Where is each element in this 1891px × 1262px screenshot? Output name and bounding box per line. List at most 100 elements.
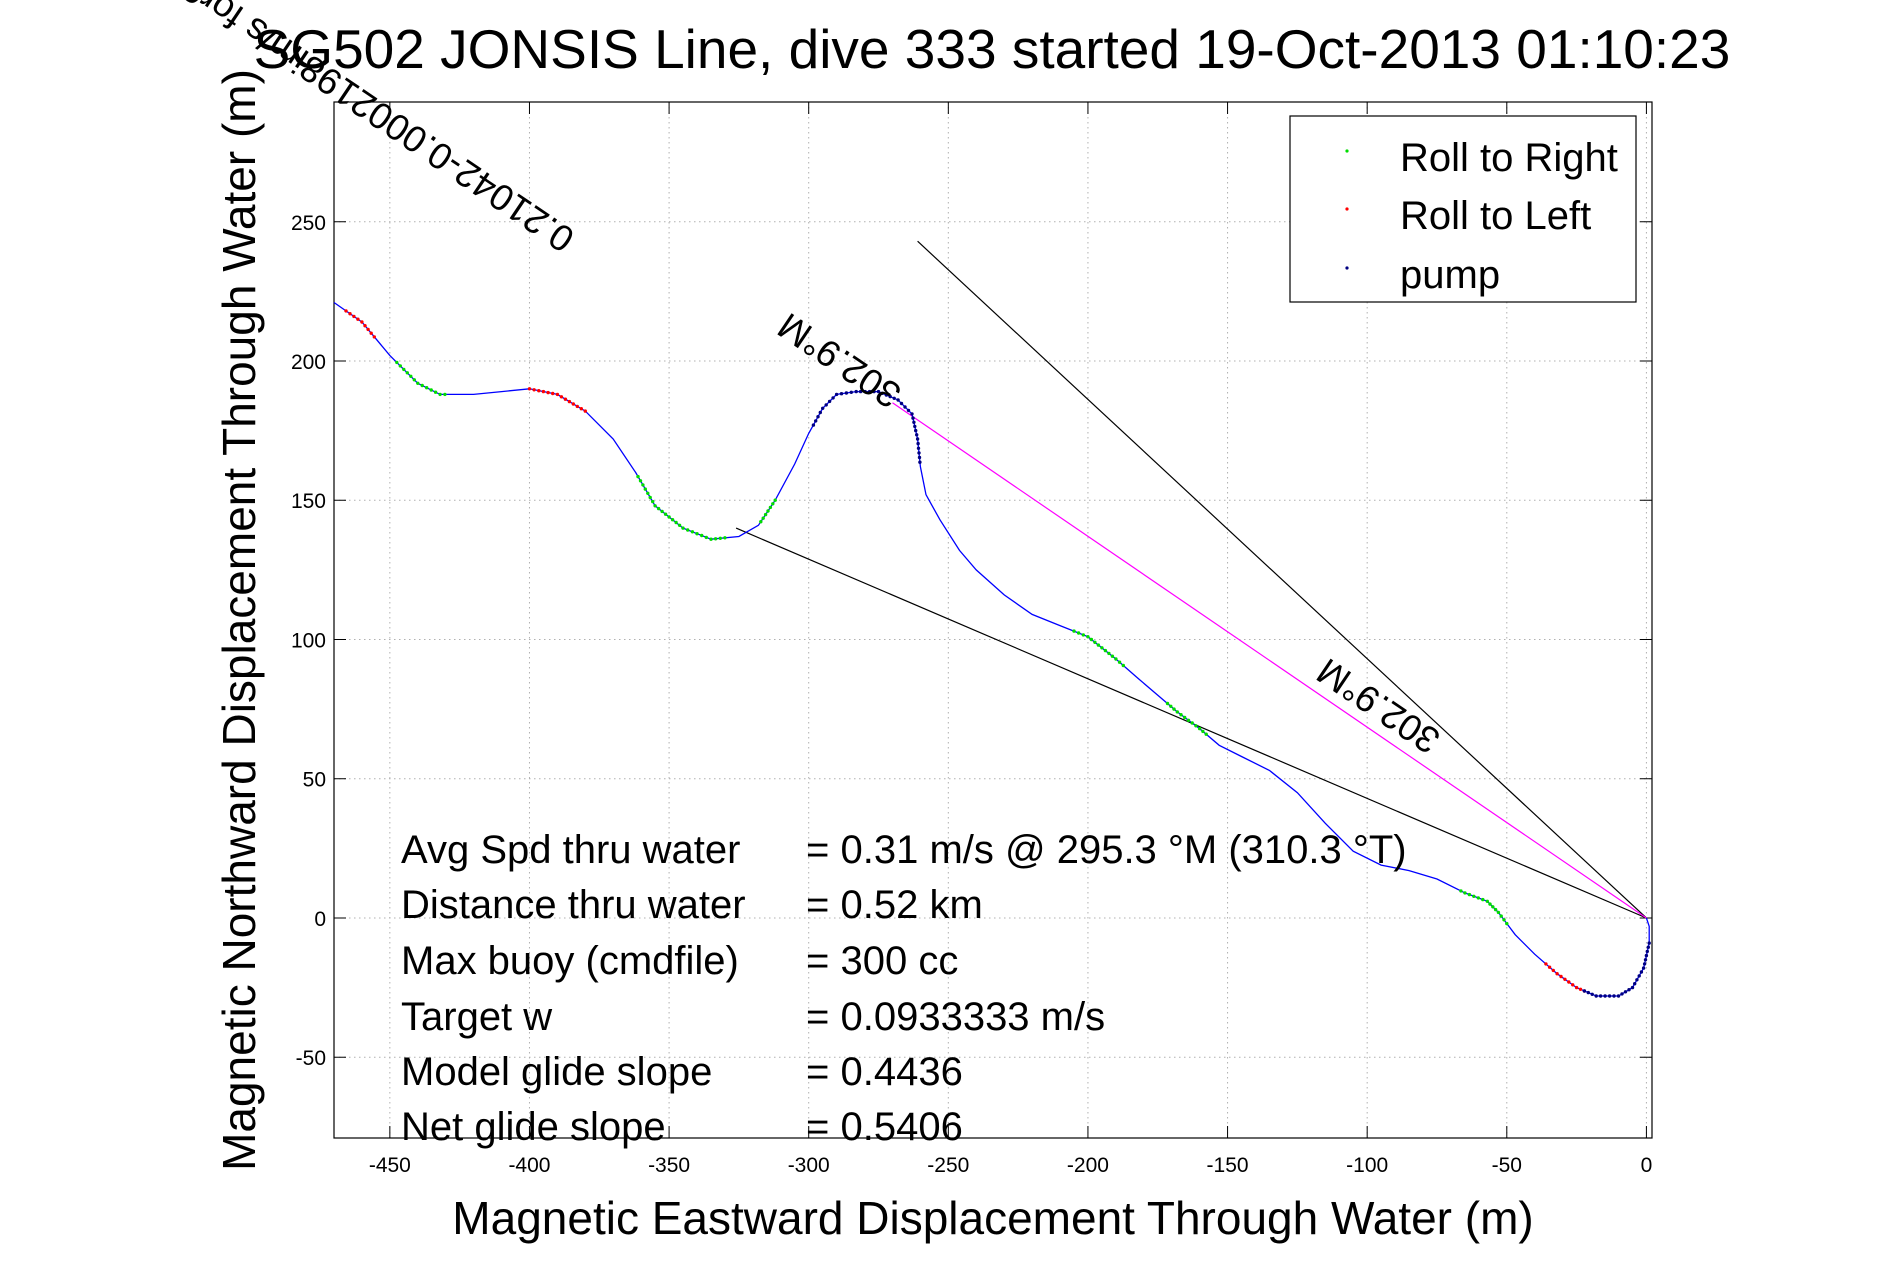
y-tick-label: -50 [296, 1047, 326, 1070]
roll-left-marker [344, 309, 348, 313]
roll-left-marker [1578, 987, 1583, 991]
roll-right-marker [416, 381, 420, 385]
roll-left-marker [546, 390, 550, 395]
roll-right-marker [1493, 907, 1498, 912]
roll-right-marker [1107, 651, 1111, 656]
roll-right-marker [763, 512, 768, 517]
chart-title: SG502 JONSIS Line, dive 333 started 19-O… [254, 18, 1731, 80]
roll-left-marker [1559, 974, 1563, 979]
roll-left-marker [356, 317, 360, 321]
roll-left-marker [372, 335, 376, 339]
roll-left-marker [579, 407, 583, 411]
roll-right-marker [713, 537, 718, 541]
pump-marker [1642, 962, 1647, 966]
x-tick-label: -200 [1067, 1154, 1109, 1177]
roll-right-marker [1081, 633, 1086, 637]
roll-right-marker [773, 498, 777, 502]
reference-line [892, 402, 1647, 919]
roll-right-marker [1110, 654, 1115, 658]
pump-marker [916, 441, 920, 446]
roll-left-marker [559, 395, 564, 399]
pump-marker [914, 428, 918, 433]
pump-marker [814, 419, 818, 423]
roll-right-marker [429, 388, 433, 392]
pump-marker [916, 446, 921, 450]
roll-right-marker [648, 495, 652, 500]
pump-marker [910, 412, 914, 416]
roll-left-marker [1551, 968, 1556, 973]
pump-marker [1627, 988, 1631, 992]
roll-right-marker [641, 483, 645, 487]
x-tick-label: -300 [788, 1154, 830, 1177]
pump-marker [1637, 974, 1641, 978]
stat-label-target-w: Target w [401, 995, 552, 1039]
roll-right-marker [643, 487, 647, 491]
roll-right-marker [1186, 718, 1191, 722]
pump-marker [1590, 992, 1594, 996]
roll-right-marker [660, 509, 664, 514]
roll-right-marker [667, 515, 671, 519]
pump-marker [824, 403, 828, 407]
x-tick-label: -250 [927, 1154, 969, 1177]
pump-marker [818, 410, 822, 415]
roll-right-marker [686, 528, 690, 532]
roll-right-marker [1096, 643, 1101, 647]
pump-marker [884, 393, 888, 397]
pump-marker [876, 389, 881, 394]
roll-right-marker [1502, 918, 1506, 922]
roll-left-marker [532, 388, 536, 392]
roll-right-marker [398, 364, 402, 368]
roll-right-marker [695, 532, 699, 536]
pump-marker [1612, 994, 1616, 998]
pump-marker [863, 389, 867, 394]
roll-right-marker [1476, 896, 1481, 900]
roll-right-marker [759, 520, 763, 524]
y-tick-label: 100 [291, 629, 326, 652]
roll-right-marker [412, 378, 416, 382]
roll-right-marker [420, 383, 424, 388]
roll-left-marker [1571, 983, 1575, 987]
roll-right-marker [768, 505, 773, 510]
roll-left-marker [363, 324, 367, 328]
roll-right-marker [395, 360, 399, 365]
roll-right-marker [674, 520, 678, 525]
x-tick-label: -350 [648, 1154, 690, 1177]
roll-right-marker [1100, 646, 1104, 650]
pump-marker [915, 433, 919, 437]
roll-right-marker [1076, 631, 1081, 635]
pump-marker [834, 392, 839, 397]
roll-right-marker [646, 491, 650, 495]
pump-marker [1630, 985, 1635, 990]
legend-label-roll-left: Roll to Left [1400, 194, 1591, 238]
stat-value-distance: = 0.52 km [806, 883, 983, 927]
roll-left-marker [571, 402, 575, 406]
pump-marker [913, 424, 917, 429]
x-tick-label: -450 [369, 1154, 411, 1177]
roll-right-marker [651, 499, 655, 504]
pump-marker [1594, 994, 1598, 998]
roll-right-marker [1183, 715, 1187, 720]
legend-marker-roll-left [1345, 207, 1349, 211]
roll-left-marker [1567, 980, 1571, 984]
pump-marker [896, 398, 900, 402]
pump-marker [1644, 953, 1649, 958]
pump-marker [831, 396, 835, 400]
roll-right-marker [663, 512, 668, 516]
pump-marker [918, 460, 922, 464]
roll-right-marker [709, 537, 713, 541]
roll-right-marker [1481, 897, 1485, 902]
pump-marker [1639, 970, 1644, 974]
legend-marker-roll-right [1345, 149, 1349, 153]
roll-right-marker [723, 536, 727, 540]
roll-right-marker [766, 509, 770, 513]
x-tick-label: 0 [1641, 1154, 1653, 1177]
roll-right-marker [761, 516, 765, 520]
stat-label-distance: Distance thru water [401, 883, 746, 927]
roll-left-marker [575, 404, 579, 409]
y-tick-label: 150 [291, 490, 326, 513]
roll-right-marker [1496, 910, 1501, 915]
roll-right-marker [1175, 710, 1180, 714]
y-axis-label: Magnetic Northward Displacement Through … [213, 69, 265, 1171]
pump-marker [1647, 941, 1651, 945]
roll-right-marker [690, 530, 695, 534]
